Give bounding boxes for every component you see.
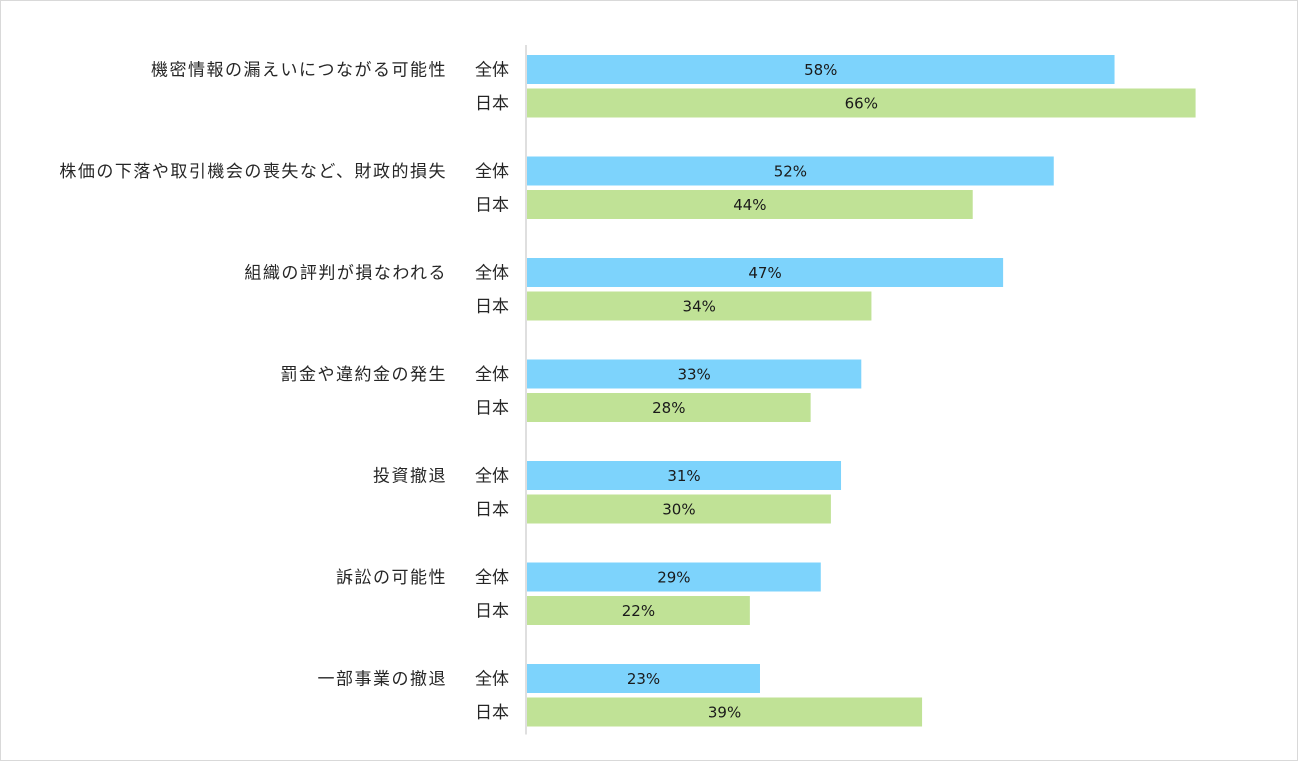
data-label: 44% bbox=[733, 196, 766, 214]
bar bbox=[527, 562, 821, 592]
bar bbox=[527, 88, 1196, 118]
category-label: 機密情報の漏えいにつながる可能性 bbox=[151, 61, 447, 81]
bar bbox=[527, 494, 831, 524]
category-group: 株価の下落や取引機会の喪失など、財政的損失 全体 52% 日本 44% bbox=[59, 156, 1054, 219]
data-label: 23% bbox=[627, 670, 660, 688]
series-label: 全体 bbox=[475, 264, 509, 284]
data-label: 58% bbox=[804, 61, 837, 79]
data-label: 28% bbox=[652, 399, 685, 417]
bar bbox=[527, 156, 1054, 186]
data-label: 47% bbox=[748, 264, 781, 282]
bar bbox=[527, 664, 760, 693]
series-label: 全体 bbox=[475, 162, 509, 182]
category-label: 投資撤退 bbox=[373, 467, 447, 487]
bar bbox=[527, 697, 923, 727]
category-label: 罰金や違約金の発生 bbox=[281, 365, 448, 385]
bar bbox=[527, 359, 862, 389]
plot-area: 機密情報の漏えいにつながる可能性 全体 58%日本 66%株価の下落や取引機会の喪失な… bbox=[59, 45, 1196, 735]
data-label: 34% bbox=[683, 298, 716, 316]
data-label: 29% bbox=[657, 569, 690, 587]
series-label: 日本 bbox=[475, 602, 509, 622]
category-group: 罰金や違約金の発生 全体 33% 日本 28% bbox=[281, 359, 862, 422]
category-group: 投資撤退 全体 31% 日本 30% bbox=[373, 461, 842, 524]
data-label: 66% bbox=[845, 95, 878, 113]
bar bbox=[527, 291, 872, 321]
bar bbox=[527, 393, 811, 422]
series-label: 日本 bbox=[475, 196, 509, 216]
category-group: 一部事業の撤退 全体 23% 日本 39% bbox=[318, 664, 923, 727]
category-group: 組織の評判が損なわれる 全体 47% 日本 34% bbox=[244, 258, 1004, 321]
data-label: 22% bbox=[622, 602, 655, 620]
category-label: 訴訟の可能性 bbox=[336, 568, 447, 588]
category-label: 組織の評判が損なわれる bbox=[244, 264, 447, 284]
data-label: 31% bbox=[667, 467, 700, 485]
series-label: 日本 bbox=[475, 399, 509, 419]
series-label: 全体 bbox=[475, 568, 509, 588]
category-group: 訴訟の可能性 全体 29% 日本 22% bbox=[336, 562, 821, 625]
bar bbox=[527, 55, 1115, 84]
bar bbox=[527, 190, 973, 219]
series-label: 日本 bbox=[475, 94, 509, 114]
series-label: 日本 bbox=[475, 703, 509, 723]
series-label: 全体 bbox=[475, 670, 509, 690]
series-label: 全体 bbox=[475, 467, 509, 487]
data-label: 52% bbox=[774, 163, 807, 181]
series-label: 日本 bbox=[475, 297, 509, 317]
bar bbox=[527, 258, 1004, 287]
data-label: 30% bbox=[662, 501, 695, 519]
data-label: 39% bbox=[708, 704, 741, 722]
category-group: 機密情報の漏えいにつながる可能性 全体 58% 日本 66% bbox=[151, 55, 1196, 118]
category-label: 一部事業の撤退 bbox=[318, 670, 448, 690]
series-label: 全体 bbox=[475, 365, 509, 385]
category-label: 株価の下落や取引機会の喪失など、財政的損失 bbox=[59, 162, 447, 182]
bar bbox=[527, 461, 842, 490]
series-label: 日本 bbox=[475, 500, 509, 520]
bar bbox=[527, 596, 750, 625]
series-label: 全体 bbox=[475, 61, 509, 81]
data-label: 33% bbox=[677, 366, 710, 384]
